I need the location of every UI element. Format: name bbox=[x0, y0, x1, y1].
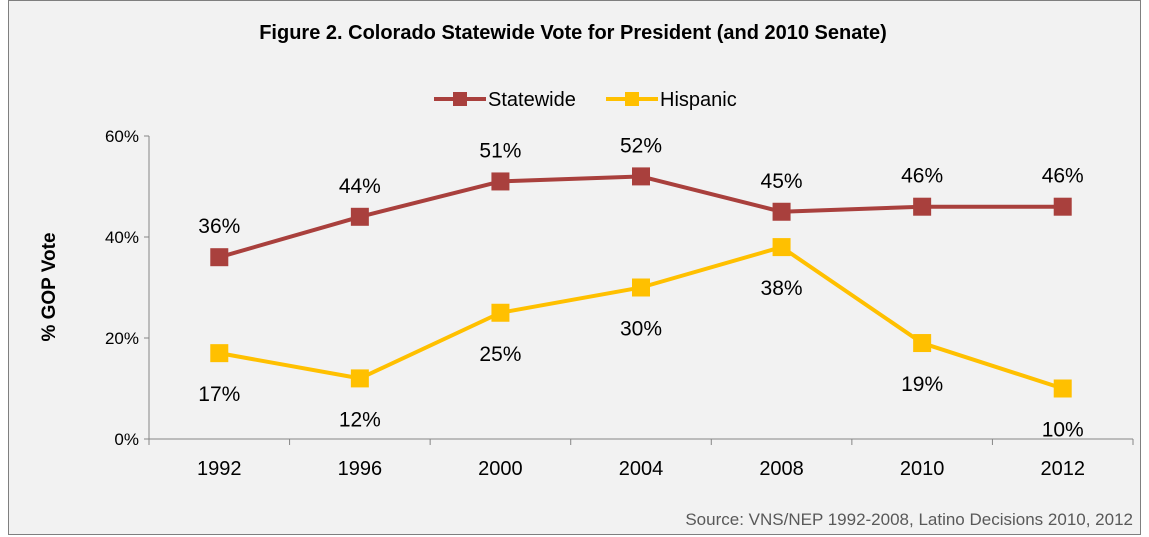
data-point bbox=[772, 238, 791, 257]
legend-label: Hispanic bbox=[660, 89, 737, 111]
x-tick-label: 2000 bbox=[478, 458, 523, 480]
data-point bbox=[913, 197, 932, 216]
legend-entry: Statewide bbox=[434, 89, 576, 111]
data-point bbox=[491, 172, 510, 191]
data-point bbox=[772, 202, 791, 221]
x-tick-label: 2012 bbox=[1040, 458, 1085, 480]
y-axis-label: % GOP Vote bbox=[39, 232, 60, 341]
data-point bbox=[350, 369, 369, 388]
data-label: 36% bbox=[198, 215, 240, 238]
data-label: 25% bbox=[479, 343, 521, 366]
data-point bbox=[491, 303, 510, 322]
data-label: 38% bbox=[761, 277, 803, 300]
data-point bbox=[632, 167, 650, 186]
legend-marker bbox=[453, 92, 467, 106]
x-tick-label: 2008 bbox=[759, 458, 804, 480]
data-label: 51% bbox=[479, 139, 521, 162]
data-label: 30% bbox=[620, 318, 662, 341]
data-point bbox=[210, 344, 229, 363]
y-tick-label: 60% bbox=[105, 127, 139, 146]
y-tick-label: 20% bbox=[105, 329, 139, 348]
x-tick-label: 2010 bbox=[900, 458, 945, 480]
axes: 0% 20% 40% 60% 1992 1996 2000 2004 2008 2010 2012 bbox=[105, 127, 1134, 480]
legend: Statewide Hispanic bbox=[434, 89, 737, 111]
legend-entry: Hispanic bbox=[606, 89, 737, 111]
data-point bbox=[210, 248, 229, 267]
data-label: 52% bbox=[620, 134, 662, 157]
y-tick-label: 0% bbox=[114, 430, 139, 449]
line-chart: Figure 2. Colorado Statewide Vote for Pr… bbox=[39, 22, 1134, 529]
chart-frame: Figure 2. Colorado Statewide Vote for Pr… bbox=[8, 0, 1141, 535]
data-label: 46% bbox=[901, 165, 943, 188]
legend-marker bbox=[625, 92, 639, 106]
data-label: 12% bbox=[339, 408, 381, 431]
data-label: 45% bbox=[761, 170, 803, 193]
data-label: 19% bbox=[901, 373, 943, 396]
data-point bbox=[632, 278, 650, 297]
series-hispanic: 17% 12% 25% 30% 38% 19% 10% bbox=[198, 238, 1084, 442]
x-tick-label: 1996 bbox=[338, 458, 383, 480]
data-point bbox=[913, 334, 932, 353]
data-label: 44% bbox=[339, 175, 381, 198]
chart-title: Figure 2. Colorado Statewide Vote for Pr… bbox=[259, 22, 887, 44]
series-layer: 36%44%51% 52%45% 46% 46%17%12%25%30%38%19%1… bbox=[198, 134, 1083, 441]
legend-label: Statewide bbox=[488, 89, 576, 111]
data-point bbox=[1053, 197, 1072, 216]
data-point bbox=[350, 207, 369, 226]
x-tick-label: 2004 bbox=[619, 458, 664, 480]
data-label: 10% bbox=[1042, 419, 1084, 442]
y-tick-label: 40% bbox=[105, 228, 139, 247]
series-statewide: 36% 44% 51% 52% 45% 46% 46% bbox=[198, 134, 1084, 267]
data-label: 17% bbox=[198, 383, 240, 406]
source-note: Source: VNS/NEP 1992-2008, Latino Decisi… bbox=[685, 510, 1133, 529]
data-label: 46% bbox=[1042, 165, 1084, 188]
x-tick-label: 1992 bbox=[197, 458, 242, 480]
data-point bbox=[1053, 379, 1072, 398]
